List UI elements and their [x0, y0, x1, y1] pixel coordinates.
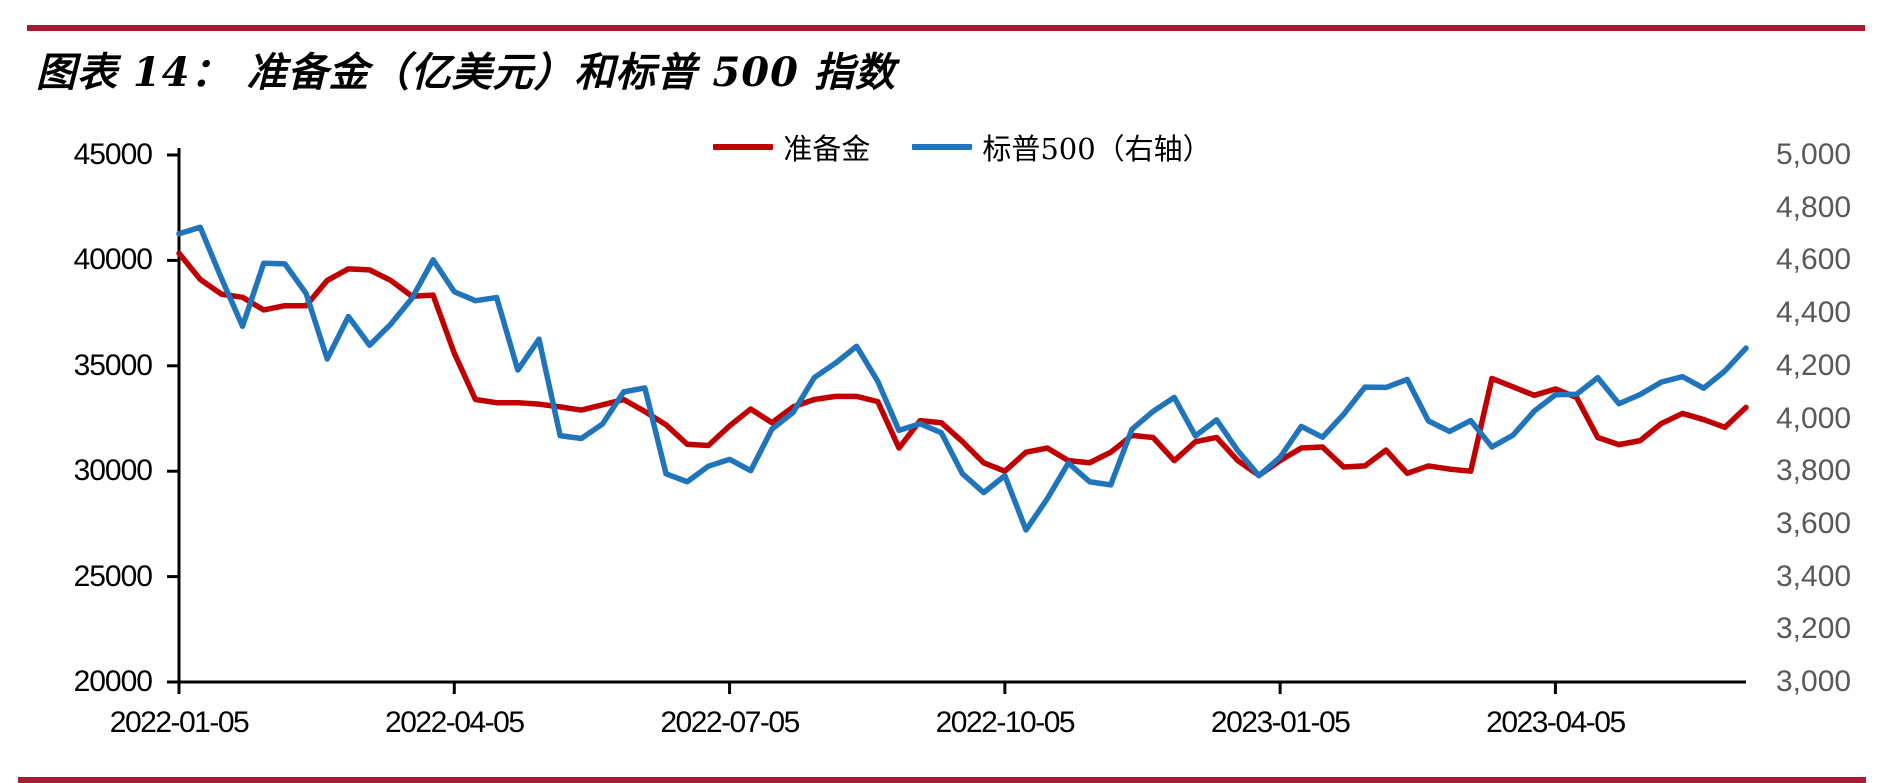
right-axis-tick-label: 4,400 [1776, 296, 1852, 330]
right-axis-tick-label: 3,000 [1776, 665, 1852, 698]
legend-label-reserves: 准备金 [783, 132, 871, 166]
left-axis-tick-label: 45000 [73, 138, 153, 171]
right-axis-tick-label: 4,200 [1776, 348, 1852, 382]
left-axis-tick-label: 35000 [73, 348, 153, 382]
left-axis-tick-label: 30000 [73, 454, 153, 488]
chart-legend: 准备金 标普500（右轴） [179, 130, 1746, 166]
right-axis-tick-label: 5,000 [1776, 138, 1852, 171]
x-axis-tick-label: 2023-04-05 [1486, 706, 1626, 739]
x-axis-tick-label: 2022-10-05 [935, 706, 1076, 739]
legend-line-reserves-icon [713, 144, 774, 150]
right-axis-tick-label: 3,400 [1776, 559, 1852, 593]
figure-title: 图表 14： 准备金（亿美元）和标普 500 指数 [36, 49, 896, 96]
right-axis-tick-label: 3,800 [1776, 454, 1852, 488]
x-axis-tick-label: 2023-01-05 [1210, 706, 1351, 739]
left-axis-tick-label: 25000 [73, 559, 153, 593]
right-axis-tick-label: 4,000 [1776, 401, 1852, 435]
right-axis-tick-label: 4,600 [1776, 243, 1852, 277]
bottom-divider [18, 777, 1866, 783]
left-axis-tick-label: 40000 [73, 243, 153, 277]
legend-item-sp500: 标普500（右轴） [912, 126, 1212, 168]
x-axis-tick-label: 2022-01-05 [109, 706, 250, 739]
right-axis-tick-label: 4,800 [1776, 190, 1852, 224]
legend-label-sp500: 标普500（右轴） [982, 132, 1212, 166]
left-axis-tick-label: 20000 [73, 665, 153, 698]
right-axis-tick-label: 3,600 [1776, 506, 1852, 540]
top-divider [27, 25, 1865, 31]
legend-item-reserves: 准备金 [713, 126, 870, 168]
x-axis-tick-label: 2022-07-05 [660, 706, 800, 739]
series-line-sp500 [176, 224, 1749, 533]
right-axis-tick-label: 3,200 [1776, 612, 1852, 646]
series-line-reserves [176, 250, 1749, 479]
legend-line-sp500-icon [912, 144, 973, 150]
x-axis-tick-label: 2022-04-05 [385, 706, 525, 739]
